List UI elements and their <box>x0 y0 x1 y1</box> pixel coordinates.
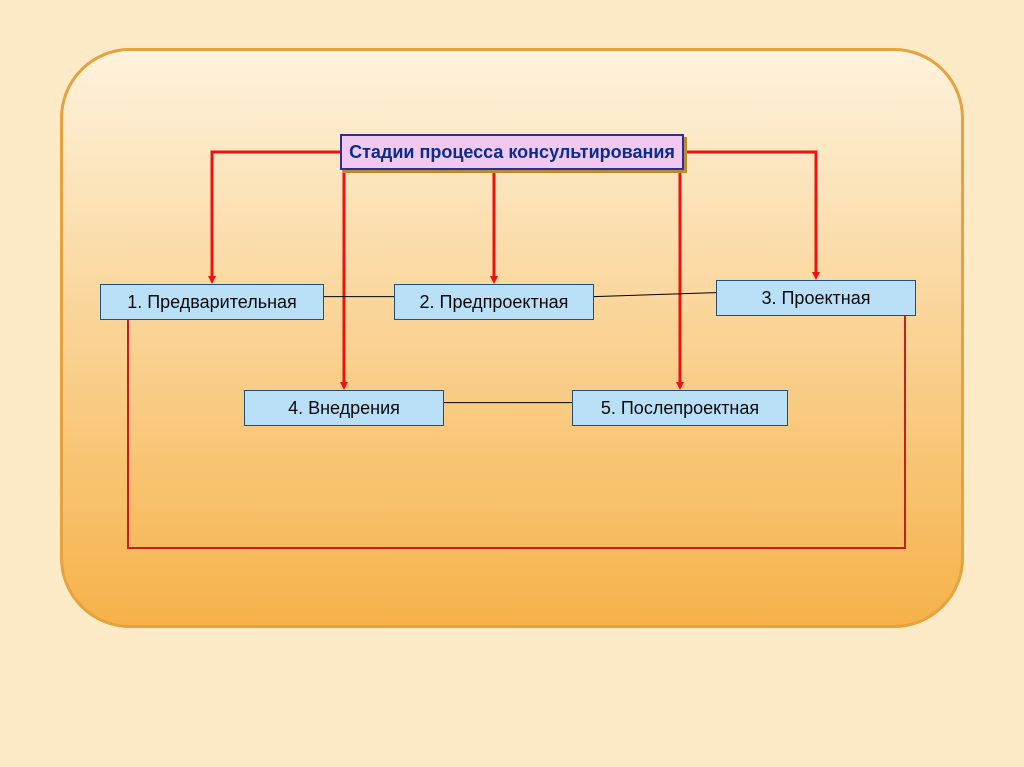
stage-label: 5. Послепроектная <box>601 398 759 419</box>
stage-label: 1. Предварительная <box>127 292 297 313</box>
stage-label: 2. Предпроектная <box>420 292 569 313</box>
diagram-stage: Стадии процесса консультирования 1. Пред… <box>0 0 1024 767</box>
title-node: Стадии процесса консультирования <box>340 134 684 170</box>
stage-1: 1. Предварительная <box>100 284 324 320</box>
stage-4: 4. Внедрения <box>244 390 444 426</box>
title-text: Стадии процесса консультирования <box>349 142 675 163</box>
stage-2: 2. Предпроектная <box>394 284 594 320</box>
stage-5: 5. Послепроектная <box>572 390 788 426</box>
stage-label: 4. Внедрения <box>288 398 400 419</box>
stage-label: 3. Проектная <box>761 288 870 309</box>
stage-3: 3. Проектная <box>716 280 916 316</box>
